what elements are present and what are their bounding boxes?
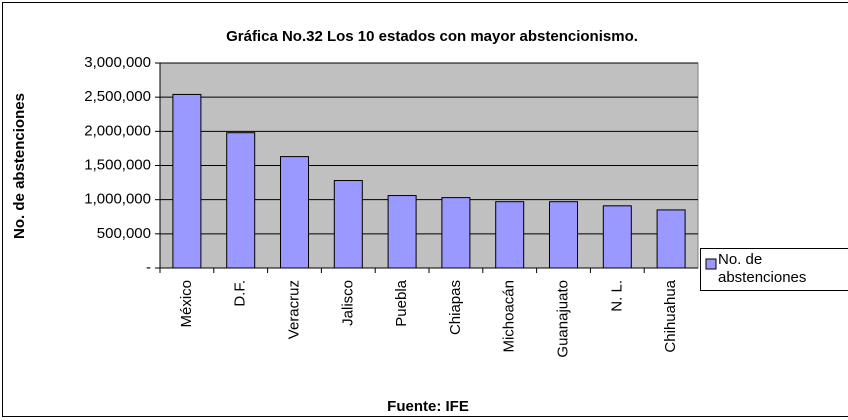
legend-box (700, 248, 848, 291)
x-tick-label: México (178, 280, 195, 328)
y-tick-label: 2,500,000 (84, 88, 151, 105)
bar (172, 93, 202, 269)
chart-title: Gráfica No.32 Los 10 estados con mayor a… (226, 28, 638, 45)
x-tick-label: Michoacán (501, 280, 518, 353)
x-tick-label: N. L. (608, 280, 625, 312)
bar (280, 156, 309, 269)
x-tick-label: D.F. (232, 280, 249, 307)
legend-label-box: No. de abstenciones (718, 251, 807, 286)
bar (495, 201, 525, 269)
y-tick-label: 1,000,000 (84, 191, 151, 208)
y-tick-label: 1,500,000 (84, 156, 151, 173)
x-axis-title: Fuente: IFE (387, 398, 469, 415)
legend-label: No. de abstenciones (718, 251, 807, 286)
y-tick-label: 2,000,000 (84, 122, 151, 139)
bar (441, 197, 471, 269)
bar (226, 132, 256, 269)
x-tick-label: Chiapas (447, 280, 464, 335)
bar (602, 205, 632, 269)
bar (549, 201, 578, 269)
y-tick-label: 500,000 (97, 225, 151, 242)
bar (387, 195, 417, 269)
x-tick-label: Jalisco (339, 280, 356, 326)
x-tick-label: Chihuahua (662, 279, 679, 352)
legend-swatch (705, 258, 717, 270)
legend: No. de abstenciones (700, 248, 848, 291)
y-tick-label: 3,000,000 (84, 54, 151, 71)
x-tick-label: Guanajuato (554, 280, 571, 358)
y-axis-title: No. de abstenciones (11, 93, 28, 239)
bar (656, 209, 686, 269)
bar (333, 180, 363, 269)
x-tick-label: Veracruz (285, 280, 302, 339)
y-tick-label: - (146, 259, 151, 276)
x-tick-label: Puebla (393, 279, 410, 326)
